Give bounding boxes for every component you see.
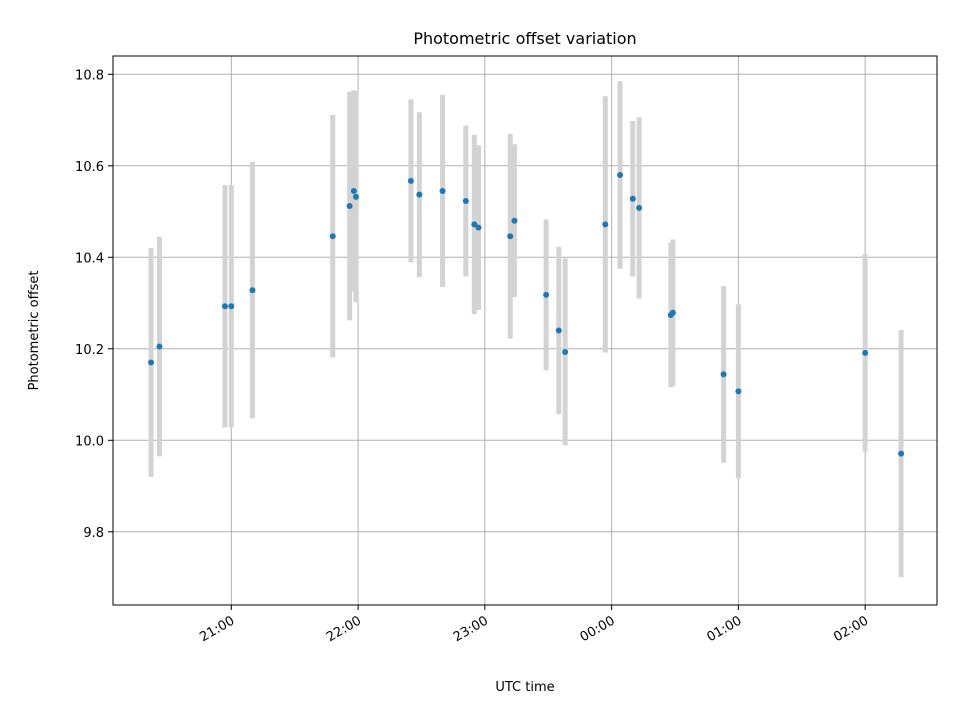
chart-title: Photometric offset variation	[413, 29, 636, 48]
data-point	[602, 221, 609, 228]
data-point	[416, 191, 423, 198]
y-axis-ticks: 9.8 10.0 10.2 10.4 10.6 10.8	[75, 68, 113, 541]
data-point	[329, 233, 336, 240]
x-tick-label: 01:00	[704, 613, 744, 645]
data-point	[350, 187, 357, 194]
data-point	[555, 327, 562, 334]
data-points	[148, 171, 905, 457]
y-tick-label: 9.8	[83, 526, 104, 541]
data-point	[346, 203, 353, 210]
data-point	[439, 187, 446, 194]
data-point	[617, 171, 624, 178]
y-tick-label: 10.0	[75, 434, 104, 449]
data-point	[462, 198, 469, 205]
data-point	[898, 450, 905, 457]
x-axis-ticks: 21:00 22:00 23:00 00:00 01:00 02:00	[197, 605, 871, 645]
x-tick-label: 21:00	[197, 613, 237, 645]
data-point	[407, 177, 414, 184]
data-point	[543, 291, 550, 298]
x-tick-label: 02:00	[831, 613, 871, 645]
data-point	[221, 303, 228, 310]
data-point	[862, 349, 869, 356]
x-tick-label: 22:00	[324, 613, 364, 645]
data-point	[228, 303, 235, 310]
data-point	[636, 204, 643, 211]
data-point	[507, 233, 514, 240]
data-point	[720, 371, 727, 378]
y-tick-label: 10.4	[75, 251, 104, 266]
x-tick-label: 00:00	[578, 613, 618, 645]
data-point	[629, 195, 636, 202]
y-tick-label: 10.6	[75, 160, 104, 175]
y-axis-label: Photometric offset	[27, 271, 42, 391]
data-point	[562, 349, 569, 356]
data-point	[148, 359, 155, 366]
y-tick-label: 10.8	[75, 68, 104, 83]
data-point	[475, 224, 482, 231]
data-point	[511, 217, 518, 224]
axes-frame	[112, 55, 938, 606]
data-point	[735, 388, 742, 395]
data-point	[156, 343, 163, 350]
data-point	[249, 287, 256, 294]
error-bars	[148, 81, 904, 578]
y-tick-label: 10.2	[75, 343, 104, 358]
data-point	[669, 309, 676, 316]
grid	[113, 56, 937, 605]
x-tick-label: 23:00	[451, 613, 491, 645]
x-axis-label: UTC time	[495, 680, 554, 695]
data-point	[352, 193, 359, 200]
data-point	[471, 221, 478, 228]
